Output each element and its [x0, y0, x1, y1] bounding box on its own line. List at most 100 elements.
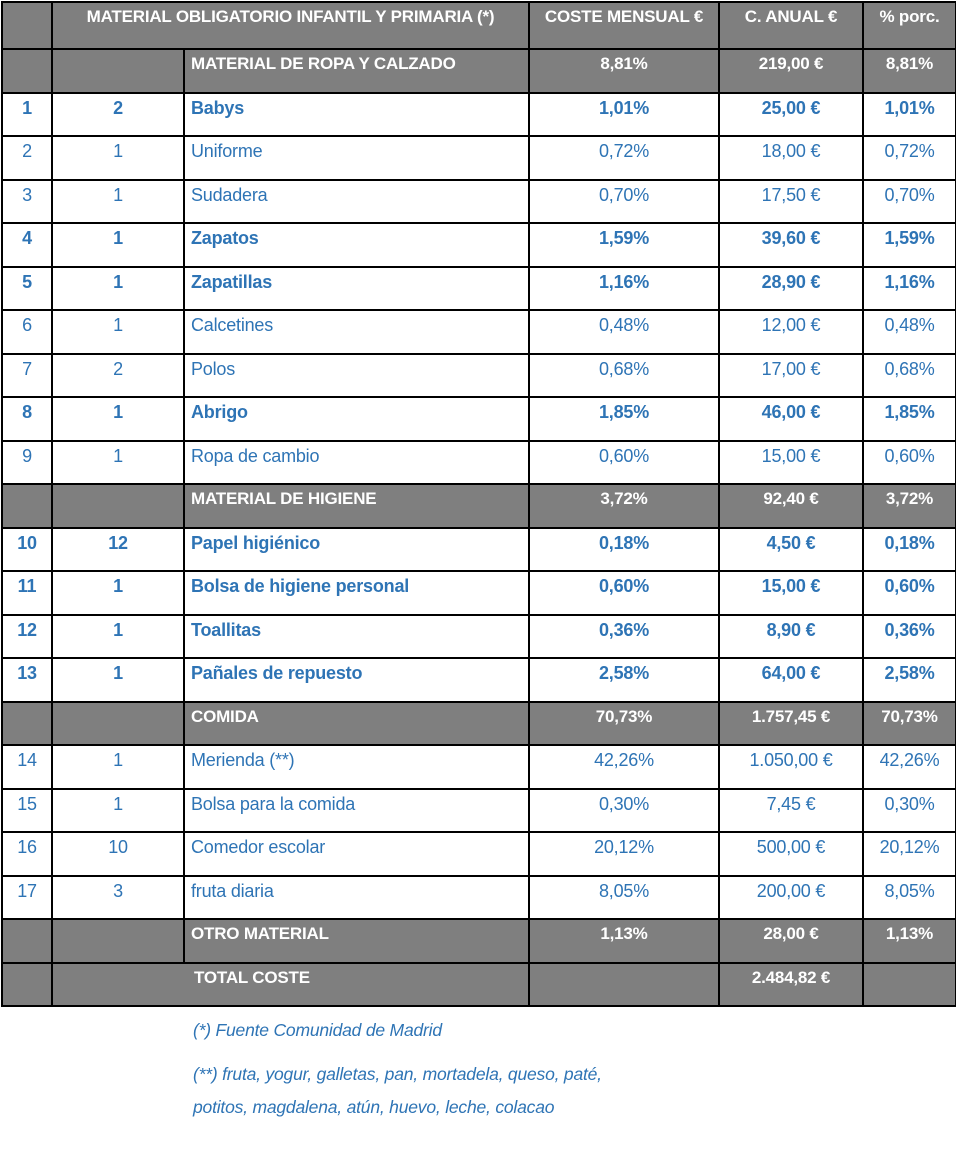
item-porcentaje: 1,16% — [862, 265, 956, 311]
item-label: Abrigo — [183, 396, 530, 442]
section-coste-mensual: 3,72% — [528, 483, 720, 529]
item-label: Comedor escolar — [183, 831, 530, 877]
item-porcentaje: 0,72% — [862, 135, 956, 181]
item-row: 11 1 Bolsa de higiene personal 0,60% 15,00 €… — [1, 570, 956, 616]
section-porcentaje: 70,73% — [862, 700, 956, 746]
section-coste-mensual: 1,13% — [528, 918, 720, 964]
total-coste-mensual — [528, 961, 720, 1007]
item-label: Calcetines — [183, 309, 530, 355]
item-coste-anual: 7,45 € — [718, 787, 864, 833]
item-number: 3 — [1, 178, 53, 224]
item-coste-mensual: 1,59% — [528, 222, 720, 268]
item-label: Toallitas — [183, 613, 530, 659]
item-coste-anual: 64,00 € — [718, 657, 864, 703]
item-quantity: 1 — [51, 744, 185, 790]
section-label: COMIDA — [183, 700, 530, 746]
item-quantity: 2 — [51, 91, 185, 137]
table-title: MATERIAL OBLIGATORIO INFANTIL Y PRIMARIA… — [51, 1, 530, 50]
item-number: 15 — [1, 787, 53, 833]
item-coste-mensual: 1,85% — [528, 396, 720, 442]
footnote-source: (*) Fuente Comunidad de Madrid — [193, 1020, 442, 1040]
item-label: Ropa de cambio — [183, 439, 530, 485]
item-row: 6 1 Calcetines 0,48% 12,00 €0,48% — [1, 309, 956, 355]
total-coste-anual: 2.484,82 € — [718, 961, 864, 1007]
section-empty-cell — [1, 700, 53, 746]
item-porcentaje: 0,70% — [862, 178, 956, 224]
item-coste-mensual: 0,60% — [528, 439, 720, 485]
item-coste-mensual: 0,70% — [528, 178, 720, 224]
item-coste-anual: 28,90 € — [718, 265, 864, 311]
item-coste-anual: 8,90 € — [718, 613, 864, 659]
item-label: Polos — [183, 352, 530, 398]
cost-table: MATERIAL OBLIGATORIO INFANTIL Y PRIMARIA… — [1, 1, 956, 1007]
item-row: 8 1 Abrigo 1,85% 46,00 €1,85% — [1, 396, 956, 442]
item-row: 14 1 Merienda (**) 42,26% 1.050,00 €42,26% — [1, 744, 956, 790]
item-label: Merienda (**) — [183, 744, 530, 790]
item-row: 15 1 Bolsa para la comida 0,30% 7,45 €0,30% — [1, 787, 956, 833]
section-row: MATERIAL DE ROPA Y CALZADO 8,81% 219,00 €8… — [1, 48, 956, 94]
item-quantity: 1 — [51, 439, 185, 485]
item-porcentaje: 1,01% — [862, 91, 956, 137]
header-corner-cell — [1, 1, 53, 50]
section-empty-cell — [51, 48, 185, 94]
item-row: 2 1 Uniforme 0,72% 18,00 €0,72% — [1, 135, 956, 181]
item-row: 7 2 Polos 0,68% 17,00 €0,68% — [1, 352, 956, 398]
item-label: Bolsa para la comida — [183, 787, 530, 833]
item-quantity: 12 — [51, 526, 185, 572]
item-coste-anual: 15,00 € — [718, 570, 864, 616]
item-quantity: 1 — [51, 222, 185, 268]
footnotes: (*) Fuente Comunidad de Madrid (**) frut… — [193, 1020, 956, 1124]
item-coste-mensual: 0,68% — [528, 352, 720, 398]
item-label: Uniforme — [183, 135, 530, 181]
item-coste-mensual: 1,01% — [528, 91, 720, 137]
item-coste-mensual: 8,05% — [528, 874, 720, 920]
column-header-c-anual: C. ANUAL € — [718, 1, 864, 50]
item-quantity: 1 — [51, 613, 185, 659]
footnote-merienda-line1: (**) fruta, yogur, galletas, pan, mortad… — [193, 1064, 602, 1084]
section-coste-anual: 1.757,45 € — [718, 700, 864, 746]
total-porcentaje — [862, 961, 956, 1007]
item-porcentaje: 0,36% — [862, 613, 956, 659]
item-row: 12 1 Toallitas 0,36% 8,90 €0,36% — [1, 613, 956, 659]
section-coste-mensual: 70,73% — [528, 700, 720, 746]
section-row: OTRO MATERIAL 1,13% 28,00 €1,13% — [1, 918, 956, 964]
item-quantity: 1 — [51, 135, 185, 181]
section-empty-cell — [51, 918, 185, 964]
item-label: fruta diaria — [183, 874, 530, 920]
section-label: MATERIAL DE HIGIENE — [183, 483, 530, 529]
item-coste-mensual: 1,16% — [528, 265, 720, 311]
section-row: MATERIAL DE HIGIENE 3,72% 92,40 €3,72% — [1, 483, 956, 529]
item-coste-anual: 4,50 € — [718, 526, 864, 572]
item-coste-mensual: 0,30% — [528, 787, 720, 833]
item-porcentaje: 0,68% — [862, 352, 956, 398]
item-label: Zapatos — [183, 222, 530, 268]
item-number: 6 — [1, 309, 53, 355]
item-porcentaje: 0,60% — [862, 439, 956, 485]
item-quantity: 1 — [51, 396, 185, 442]
section-coste-anual: 92,40 € — [718, 483, 864, 529]
item-quantity: 1 — [51, 265, 185, 311]
item-number: 7 — [1, 352, 53, 398]
item-coste-mensual: 42,26% — [528, 744, 720, 790]
item-row: 9 1 Ropa de cambio 0,60% 15,00 €0,60% — [1, 439, 956, 485]
total-empty-cell — [1, 961, 53, 1007]
item-row: 4 1 Zapatos 1,59% 39,60 €1,59% — [1, 222, 956, 268]
item-coste-anual: 15,00 € — [718, 439, 864, 485]
item-coste-mensual: 0,18% — [528, 526, 720, 572]
item-row: 3 1 Sudadera 0,70% 17,50 €0,70% — [1, 178, 956, 224]
section-coste-anual: 28,00 € — [718, 918, 864, 964]
item-coste-anual: 46,00 € — [718, 396, 864, 442]
section-coste-anual: 219,00 € — [718, 48, 864, 94]
section-empty-cell — [1, 918, 53, 964]
item-number: 2 — [1, 135, 53, 181]
item-number: 4 — [1, 222, 53, 268]
item-coste-anual: 500,00 € — [718, 831, 864, 877]
item-porcentaje: 20,12% — [862, 831, 956, 877]
item-number: 10 — [1, 526, 53, 572]
item-row: 1 2 Babys 1,01% 25,00 €1,01% — [1, 91, 956, 137]
footnote-merienda: (**) fruta, yogur, galletas, pan, mortad… — [193, 1058, 956, 1124]
section-label: OTRO MATERIAL — [183, 918, 530, 964]
item-number: 5 — [1, 265, 53, 311]
item-label: Pañales de repuesto — [183, 657, 530, 703]
